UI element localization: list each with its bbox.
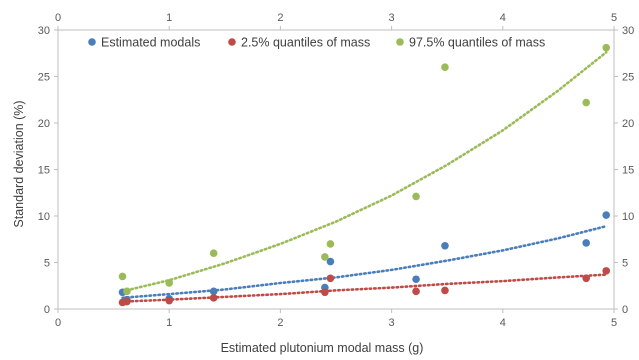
- data-point-series-3: [582, 98, 590, 107]
- data-point-series-2: [209, 294, 218, 302]
- top-tick-label: 1: [166, 12, 172, 24]
- data-point-series-3: [209, 249, 218, 257]
- legend-marker-series-2: [228, 38, 236, 46]
- trendlines: [121, 50, 608, 303]
- x-tick-label: 3: [389, 317, 395, 329]
- legend-label-series-1: Estimated modals: [101, 36, 200, 50]
- right-tick-label: 25: [622, 72, 634, 84]
- data-point-series-3: [326, 240, 335, 248]
- data-point-series-3: [441, 63, 449, 71]
- top-tick-label: 5: [611, 12, 617, 24]
- data-point-series-3: [602, 43, 611, 52]
- data-point-series-2: [321, 288, 329, 297]
- legend-label-series-3: 97.5% quantiles of mass: [409, 36, 545, 50]
- data-point-series-2: [123, 297, 131, 306]
- legend-marker-series-1: [88, 38, 96, 46]
- legend-label-series-2: 2.5% quantiles of mass: [241, 36, 370, 50]
- y-tick-label: 30: [38, 25, 50, 37]
- top-tick-label: 3: [389, 12, 395, 24]
- data-point-series-3: [412, 192, 420, 201]
- y-tick-label: 25: [38, 72, 50, 84]
- data-point-series-1: [582, 239, 590, 247]
- right-tick-label: 30: [622, 25, 634, 37]
- x-tick-label: 0: [55, 317, 61, 329]
- data-point-series-2: [602, 267, 611, 275]
- legend: Estimated modals 2.5% quantiles of mass 97…: [88, 36, 545, 50]
- data-point-series-1: [412, 275, 420, 284]
- data-point-series-1: [602, 211, 611, 219]
- data-points: [118, 43, 611, 307]
- y-tick-label: 15: [38, 165, 50, 177]
- y-tick-label: 20: [38, 118, 50, 130]
- x-tick-label: 1: [166, 317, 172, 329]
- trendline-series-3: [121, 50, 608, 293]
- top-tick-label: 4: [500, 12, 506, 24]
- right-tick-label: 5: [622, 258, 628, 270]
- right-tick-label: 20: [622, 118, 634, 130]
- data-point-series-2: [326, 274, 335, 283]
- top-tick-label: 2: [277, 12, 283, 24]
- y-tick-label: 0: [44, 304, 50, 316]
- data-point-series-3: [321, 253, 329, 261]
- data-point-series-2: [165, 296, 173, 305]
- data-point-series-3: [123, 287, 131, 296]
- x-tick-label: 4: [500, 317, 506, 329]
- right-tick-label: 0: [622, 304, 628, 316]
- data-point-series-3: [118, 272, 127, 281]
- data-point-series-1: [326, 257, 335, 266]
- x-axis-title: Estimated plutonium modal mass (g): [221, 341, 424, 355]
- trendline-series-1: [121, 224, 608, 300]
- data-point-series-1: [209, 287, 218, 296]
- y-tick-label: 10: [38, 211, 50, 223]
- data-point-series-2: [441, 286, 449, 295]
- data-point-series-2: [412, 287, 420, 296]
- right-tick-label: 15: [622, 165, 634, 177]
- x-tick-label: 5: [611, 317, 617, 329]
- legend-marker-series-3: [396, 38, 404, 46]
- top-tick-label: 0: [55, 12, 61, 24]
- trendline-series-2: [121, 273, 608, 303]
- y-axis-title: Standard deviation (%): [12, 100, 26, 227]
- data-point-series-3: [165, 279, 173, 287]
- right-tick-label: 10: [622, 211, 634, 223]
- data-point-series-2: [582, 274, 590, 283]
- x-tick-label: 2: [277, 317, 283, 329]
- data-point-series-1: [441, 241, 449, 250]
- y-tick-label: 5: [44, 258, 50, 270]
